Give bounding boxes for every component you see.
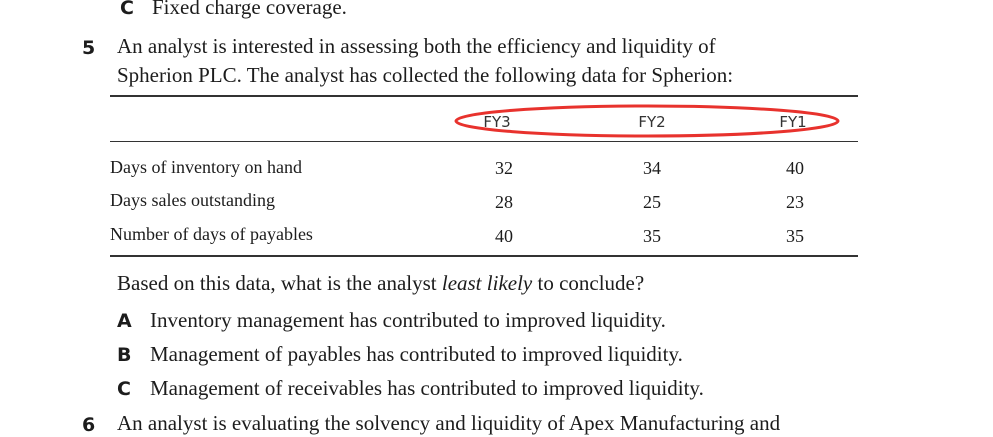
option-text-c: Management of receivables has contribute… xyxy=(150,376,704,400)
question-5-line-1: An analyst is interested in assessing bo… xyxy=(117,34,716,58)
question-stem-before: Based on this data, what is the analyst xyxy=(117,271,442,295)
row-label: Days of inventory on hand xyxy=(110,157,302,177)
cell-fy1: 35 xyxy=(786,226,804,246)
question-number-5: 5 xyxy=(82,37,96,59)
table-bottom-rule xyxy=(110,255,858,257)
row-label: Days sales outstanding xyxy=(110,190,275,210)
option-letter-b: B xyxy=(117,344,132,366)
question-stem-after: to conclude? xyxy=(532,271,645,295)
option-letter-prev: C xyxy=(120,0,134,19)
header-rule xyxy=(110,141,858,142)
question-number-6: 6 xyxy=(82,414,96,436)
cell-fy3: 40 xyxy=(495,226,513,246)
cell-fy1: 23 xyxy=(786,192,804,212)
option-text-a: Inventory management has contributed to … xyxy=(150,308,666,332)
cell-fy3: 32 xyxy=(495,158,513,178)
question-stem: Based on this data, what is the analyst … xyxy=(117,273,644,294)
question-6-line-1: An analyst is evaluating the solvency an… xyxy=(117,411,781,435)
option-text-b: Management of payables has contributed t… xyxy=(150,342,683,366)
option-letter-a: A xyxy=(117,310,132,332)
column-header-fy3: FY3 xyxy=(483,113,511,131)
header-highlight-ellipse xyxy=(454,104,840,138)
question-stem-emphasis: least likely xyxy=(441,271,533,295)
column-header-fy2: FY2 xyxy=(638,113,666,131)
table-top-rule xyxy=(110,95,858,97)
column-header-fy1: FY1 xyxy=(779,113,807,131)
row-label: Number of days of payables xyxy=(110,224,313,244)
cell-fy2: 35 xyxy=(643,226,661,246)
option-text-prev: Fixed charge coverage. xyxy=(152,0,347,19)
cell-fy2: 25 xyxy=(643,192,661,212)
cell-fy2: 34 xyxy=(643,158,661,178)
cell-fy3: 28 xyxy=(495,192,513,212)
option-letter-c: C xyxy=(117,378,131,400)
cell-fy1: 40 xyxy=(786,158,804,178)
question-5-line-2: Spherion PLC. The analyst has collected … xyxy=(117,63,734,87)
